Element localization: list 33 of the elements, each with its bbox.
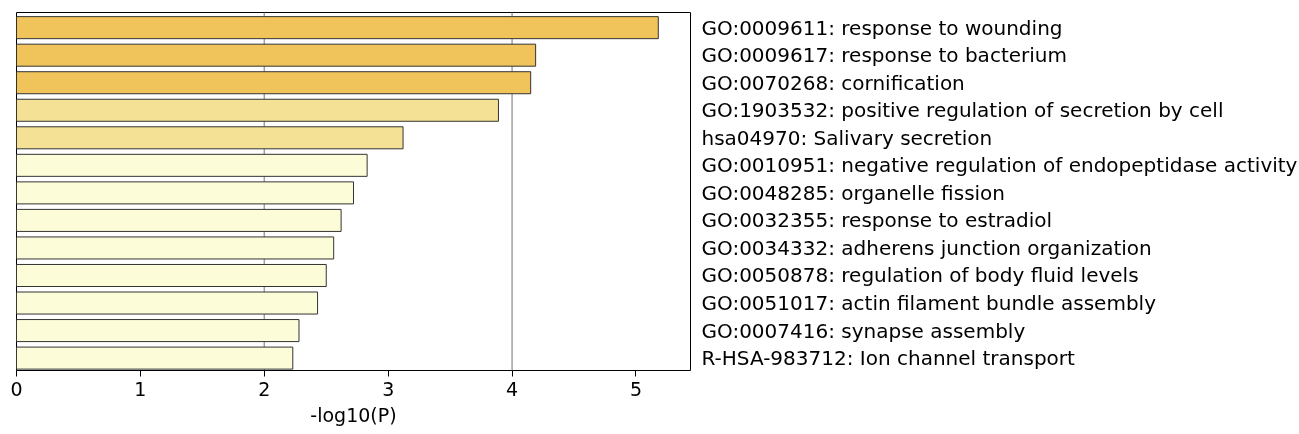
y-tick-label: GO:0050878: regulation of body fluid levels — [701, 263, 1139, 288]
y-tick-label: GO:0009617: response to bacterium — [701, 43, 1067, 68]
y-tick-label: GO:0010951: negative regulation of endopeptidase activity — [701, 153, 1298, 178]
y-tick-label: GO:0051017: actin filament bundle assembly — [701, 291, 1157, 316]
y-tick-label: GO:0007416: synapse assembly — [701, 318, 1026, 343]
x-axis-title: -log10(P) — [310, 403, 397, 426]
x-tick-label: 0 — [10, 377, 23, 400]
x-tick-label: 5 — [629, 377, 643, 400]
y-tick-label: R-HSA-983712: Ion channel transport — [701, 346, 1076, 371]
bar — [16, 291, 319, 315]
x-tick-label: 1 — [134, 377, 147, 400]
y-tick-label: GO:0070268: cornification — [701, 70, 965, 95]
y-tick-label: GO:0032355: response to estradiol — [701, 208, 1053, 233]
bar — [16, 153, 368, 177]
y-tick-label: GO:0034332: adherens junction organization — [701, 235, 1152, 260]
bar — [16, 346, 294, 370]
bar — [16, 16, 659, 40]
y-tick-label: GO:0048285: organelle fission — [701, 180, 1006, 205]
bar — [16, 263, 327, 288]
bar — [16, 43, 537, 67]
x-tick-label: 2 — [258, 377, 271, 400]
x-tick-label: 4 — [506, 377, 519, 400]
bar — [16, 71, 532, 95]
y-tick-label: GO:0009611: response to wounding — [701, 15, 1063, 40]
bar — [16, 319, 300, 343]
bar — [16, 181, 354, 205]
y-tick-label: GO:1903532: positive regulation of secretion by cell — [701, 98, 1224, 123]
bar — [16, 236, 335, 260]
y-tick-label: hsa04970: Salivary secretion — [701, 125, 993, 150]
x-tick-label: 3 — [382, 377, 395, 400]
bar — [16, 126, 404, 150]
bar — [16, 208, 342, 232]
bar — [16, 98, 499, 122]
